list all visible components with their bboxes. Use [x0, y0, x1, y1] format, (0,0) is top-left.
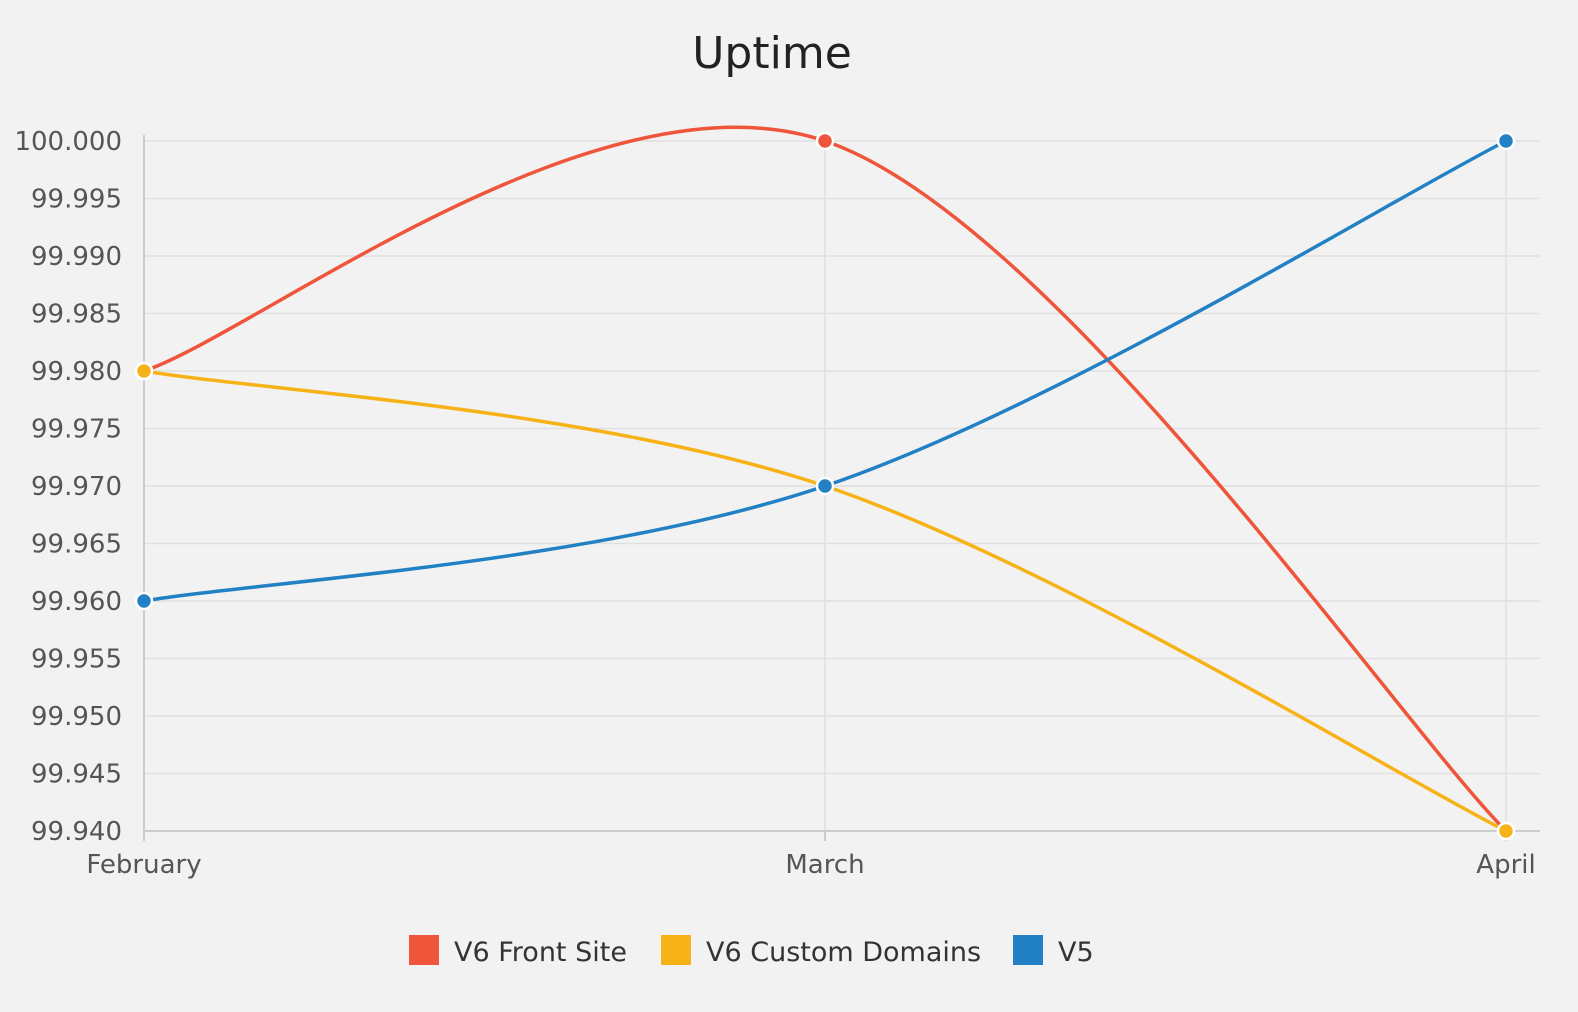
data-point[interactable]: [815, 476, 835, 496]
legend-item-2[interactable]: V6 Custom Domains: [661, 935, 981, 968]
y-tick-label: 99.950: [31, 702, 122, 732]
series-line-1: [142, 125, 1508, 833]
y-tick-label: 99.995: [31, 185, 122, 215]
data-point[interactable]: [134, 591, 154, 611]
y-tick-label: 99.960: [31, 587, 122, 617]
y-tick-label: 99.970: [31, 472, 122, 502]
data-point[interactable]: [134, 361, 154, 381]
axis-layer: 99.940 99.945 99.950 99.955 99.960 99.965 99.9…: [14, 127, 1540, 880]
data-point[interactable]: [1496, 131, 1516, 151]
data-point[interactable]: [1496, 821, 1516, 841]
data-point[interactable]: [815, 131, 835, 151]
legend-item-1[interactable]: V6 Front Site: [409, 935, 627, 968]
legend-swatch: [1013, 935, 1043, 965]
y-tick-label: 99.945: [31, 760, 122, 790]
legend-item-3[interactable]: V5: [1013, 935, 1094, 968]
y-tick-label: 99.975: [31, 415, 122, 445]
legend[interactable]: V6 Front Site V6 Custom Domains V5: [409, 935, 1094, 968]
y-tick-label: 99.940: [31, 817, 122, 847]
x-tick-label: March: [785, 850, 864, 880]
legend-swatch: [661, 935, 691, 965]
legend-label: V6 Custom Domains: [706, 937, 981, 968]
y-tick-label: 99.955: [31, 645, 122, 675]
legend-label: V5: [1058, 937, 1094, 968]
y-tick-label: 100.000: [14, 127, 122, 157]
y-tick-label: 99.980: [31, 357, 122, 387]
legend-label: V6 Front Site: [454, 937, 627, 968]
x-tick-label: February: [86, 850, 201, 880]
legend-swatch: [409, 935, 439, 965]
x-tick-label: April: [1476, 850, 1535, 880]
y-tick-label: 99.985: [31, 300, 122, 330]
y-tick-label: 99.965: [31, 530, 122, 560]
y-tick-label: 99.990: [31, 242, 122, 272]
chart-title: Uptime: [692, 28, 852, 79]
series-layer: [134, 125, 1516, 841]
